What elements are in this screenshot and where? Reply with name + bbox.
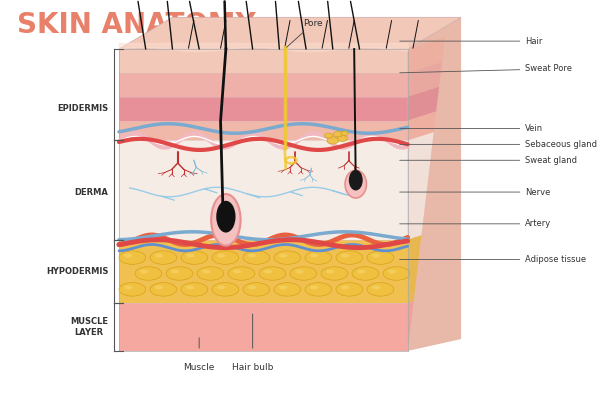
Ellipse shape (326, 270, 334, 274)
Ellipse shape (248, 286, 256, 289)
Ellipse shape (290, 267, 317, 280)
Ellipse shape (119, 251, 146, 264)
Ellipse shape (367, 283, 394, 296)
Ellipse shape (279, 254, 287, 258)
Polygon shape (407, 301, 413, 351)
Ellipse shape (310, 286, 318, 289)
Text: Hair bulb: Hair bulb (232, 363, 274, 372)
Ellipse shape (327, 137, 338, 144)
Ellipse shape (310, 254, 318, 258)
Ellipse shape (341, 254, 349, 258)
Text: Vein: Vein (400, 124, 544, 133)
Ellipse shape (124, 254, 132, 258)
FancyBboxPatch shape (119, 140, 407, 240)
Text: Nerve: Nerve (400, 188, 551, 196)
Text: MUSCLE
LAYER: MUSCLE LAYER (70, 318, 108, 337)
Ellipse shape (216, 201, 236, 232)
Ellipse shape (217, 286, 225, 289)
Ellipse shape (228, 267, 255, 280)
Ellipse shape (135, 267, 162, 280)
FancyBboxPatch shape (119, 97, 407, 120)
Ellipse shape (155, 286, 163, 289)
FancyBboxPatch shape (119, 49, 407, 73)
FancyBboxPatch shape (119, 303, 407, 351)
Ellipse shape (372, 254, 380, 258)
Polygon shape (407, 87, 439, 120)
FancyBboxPatch shape (119, 240, 407, 303)
Text: Sweat gland: Sweat gland (400, 156, 577, 165)
Ellipse shape (166, 267, 193, 280)
Polygon shape (407, 132, 434, 240)
Ellipse shape (336, 283, 363, 296)
Ellipse shape (388, 270, 396, 274)
Ellipse shape (337, 135, 347, 142)
Ellipse shape (140, 270, 148, 274)
Polygon shape (407, 235, 421, 303)
Ellipse shape (357, 270, 365, 274)
Ellipse shape (181, 283, 208, 296)
Ellipse shape (186, 254, 194, 258)
Text: HYPODERMIS: HYPODERMIS (46, 267, 108, 276)
Ellipse shape (305, 251, 332, 264)
Text: Hair: Hair (400, 37, 542, 46)
Text: DERMA: DERMA (74, 188, 108, 196)
Ellipse shape (233, 270, 241, 274)
Ellipse shape (336, 251, 363, 264)
Text: Sebaceous gland: Sebaceous gland (400, 140, 597, 149)
Ellipse shape (345, 170, 367, 198)
Ellipse shape (150, 251, 177, 264)
Ellipse shape (212, 283, 239, 296)
Ellipse shape (372, 286, 380, 289)
Polygon shape (119, 17, 461, 49)
Ellipse shape (202, 270, 210, 274)
Text: Artery: Artery (400, 219, 551, 228)
Ellipse shape (349, 170, 363, 190)
Text: Muscle: Muscle (184, 363, 215, 372)
Ellipse shape (334, 131, 343, 137)
Ellipse shape (211, 194, 241, 246)
Ellipse shape (171, 270, 179, 274)
Ellipse shape (155, 254, 163, 258)
Ellipse shape (243, 251, 270, 264)
Ellipse shape (264, 270, 272, 274)
Ellipse shape (352, 267, 379, 280)
Ellipse shape (197, 267, 224, 280)
Ellipse shape (186, 286, 194, 289)
Polygon shape (407, 62, 442, 97)
Ellipse shape (259, 267, 286, 280)
Ellipse shape (383, 267, 410, 280)
Ellipse shape (124, 286, 132, 289)
Polygon shape (407, 17, 461, 351)
Ellipse shape (150, 283, 177, 296)
Text: Pore: Pore (287, 19, 323, 47)
Ellipse shape (243, 283, 270, 296)
Text: Sweat Pore: Sweat Pore (400, 64, 572, 74)
Polygon shape (407, 112, 436, 140)
Ellipse shape (295, 270, 303, 274)
Text: Adipose tissue: Adipose tissue (400, 255, 586, 264)
Ellipse shape (212, 251, 239, 264)
Ellipse shape (119, 283, 146, 296)
Ellipse shape (341, 286, 349, 289)
Ellipse shape (217, 254, 225, 258)
FancyBboxPatch shape (119, 73, 407, 97)
Ellipse shape (341, 131, 349, 136)
Ellipse shape (248, 254, 256, 258)
Ellipse shape (321, 267, 348, 280)
Ellipse shape (279, 286, 287, 289)
Ellipse shape (367, 251, 394, 264)
Polygon shape (407, 37, 445, 73)
Ellipse shape (181, 251, 208, 264)
Text: EPIDERMIS: EPIDERMIS (57, 104, 108, 113)
Ellipse shape (325, 133, 332, 138)
FancyBboxPatch shape (119, 120, 407, 140)
Ellipse shape (274, 283, 301, 296)
Ellipse shape (274, 251, 301, 264)
Text: SKIN ANATOMY: SKIN ANATOMY (17, 11, 256, 39)
Ellipse shape (305, 283, 332, 296)
